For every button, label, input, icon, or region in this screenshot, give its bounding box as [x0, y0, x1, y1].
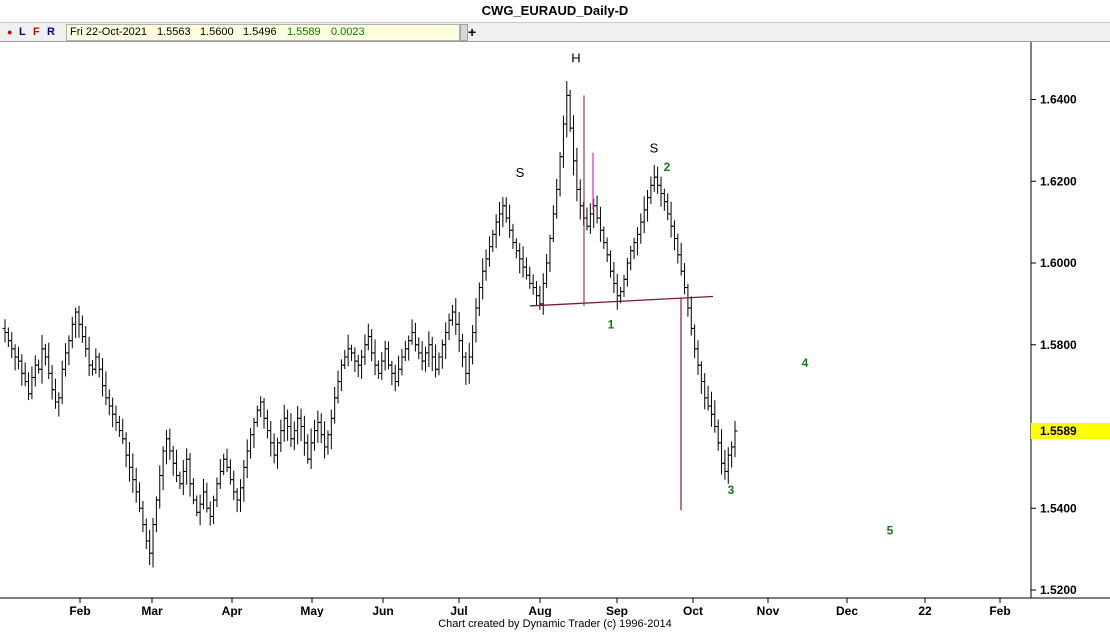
overlays: S H S 1 2 3 4 5 — [516, 51, 894, 538]
f-button[interactable]: F — [33, 26, 40, 38]
x-tick-label: Oct — [683, 604, 703, 617]
bar-low: 1.5496 — [243, 26, 277, 38]
y-tick-label: 1.6400 — [1040, 93, 1077, 107]
x-tick-label: 22 — [918, 604, 932, 617]
x-tick-label: Apr — [222, 604, 243, 617]
wave-1-label: 1 — [608, 317, 615, 331]
neckline — [529, 295, 714, 307]
wave-2-label: 2 — [664, 160, 671, 174]
last-price-label: 1.5589 — [1040, 424, 1077, 438]
l-button[interactable]: L — [19, 26, 26, 38]
x-axis: Feb Mar Apr May Jun Jul Aug Sep Oct Nov Dec 22 Feb — [69, 598, 1011, 617]
last-price-box — [1031, 422, 1110, 439]
x-tick-label: Feb — [69, 604, 90, 617]
footer-credit: Chart created by Dynamic Trader (c) 1996… — [438, 618, 672, 630]
y-tick-label: 1.5400 — [1040, 501, 1077, 515]
x-tick-label: Sep — [606, 604, 628, 617]
x-tick-label: Jun — [372, 604, 393, 617]
bar-change: 0.0023 — [331, 26, 365, 38]
info-bar: ● L F R Fri 22-Oct-2021 1.5563 1.5600 1.… — [0, 23, 1110, 42]
wave-3-label: 3 — [728, 483, 735, 497]
y-tick-label: 1.6200 — [1040, 174, 1077, 188]
shoulder-left-label: S — [516, 165, 525, 180]
y-tick-label: 1.6000 — [1040, 256, 1077, 270]
bar-open: 1.5563 — [157, 26, 191, 38]
window-title: CWG_EURAUD_Daily-D — [0, 0, 1110, 23]
x-tick-label: May — [300, 604, 324, 617]
r-button[interactable]: R — [47, 26, 55, 38]
add-button[interactable]: + — [468, 24, 477, 40]
status-dot-icon[interactable]: ● — [7, 27, 13, 37]
price-bar — [732, 420, 738, 458]
x-tick-label: Aug — [528, 604, 551, 617]
bar-date: Fri 22-Oct-2021 — [70, 26, 148, 38]
x-tick-label: Mar — [141, 604, 163, 617]
x-tick-label: Jul — [450, 604, 467, 617]
x-tick-label: Nov — [757, 604, 780, 617]
ohlc-readout: Fri 22-Oct-2021 1.5563 1.5600 1.5496 1.5… — [66, 24, 460, 41]
splitter-handle[interactable] — [460, 24, 468, 41]
shoulder-right-label: S — [650, 141, 659, 156]
plot-area — [0, 42, 1031, 598]
y-tick-label: 1.5800 — [1040, 338, 1077, 352]
bar-close: 1.5589 — [287, 26, 321, 38]
y-tick-label: 1.5200 — [1040, 583, 1077, 597]
x-tick-label: Feb — [989, 604, 1010, 617]
x-tick-label: Dec — [836, 604, 858, 617]
price-bars — [2, 81, 738, 568]
y-axis: 1.6400 1.6200 1.6000 1.5800 1.5400 1.5200 1.55… — [1031, 93, 1110, 597]
wave-4-label: 4 — [802, 356, 809, 370]
wave-5-label: 5 — [887, 524, 894, 538]
bar-high: 1.5600 — [200, 26, 234, 38]
head-label: H — [571, 51, 580, 66]
